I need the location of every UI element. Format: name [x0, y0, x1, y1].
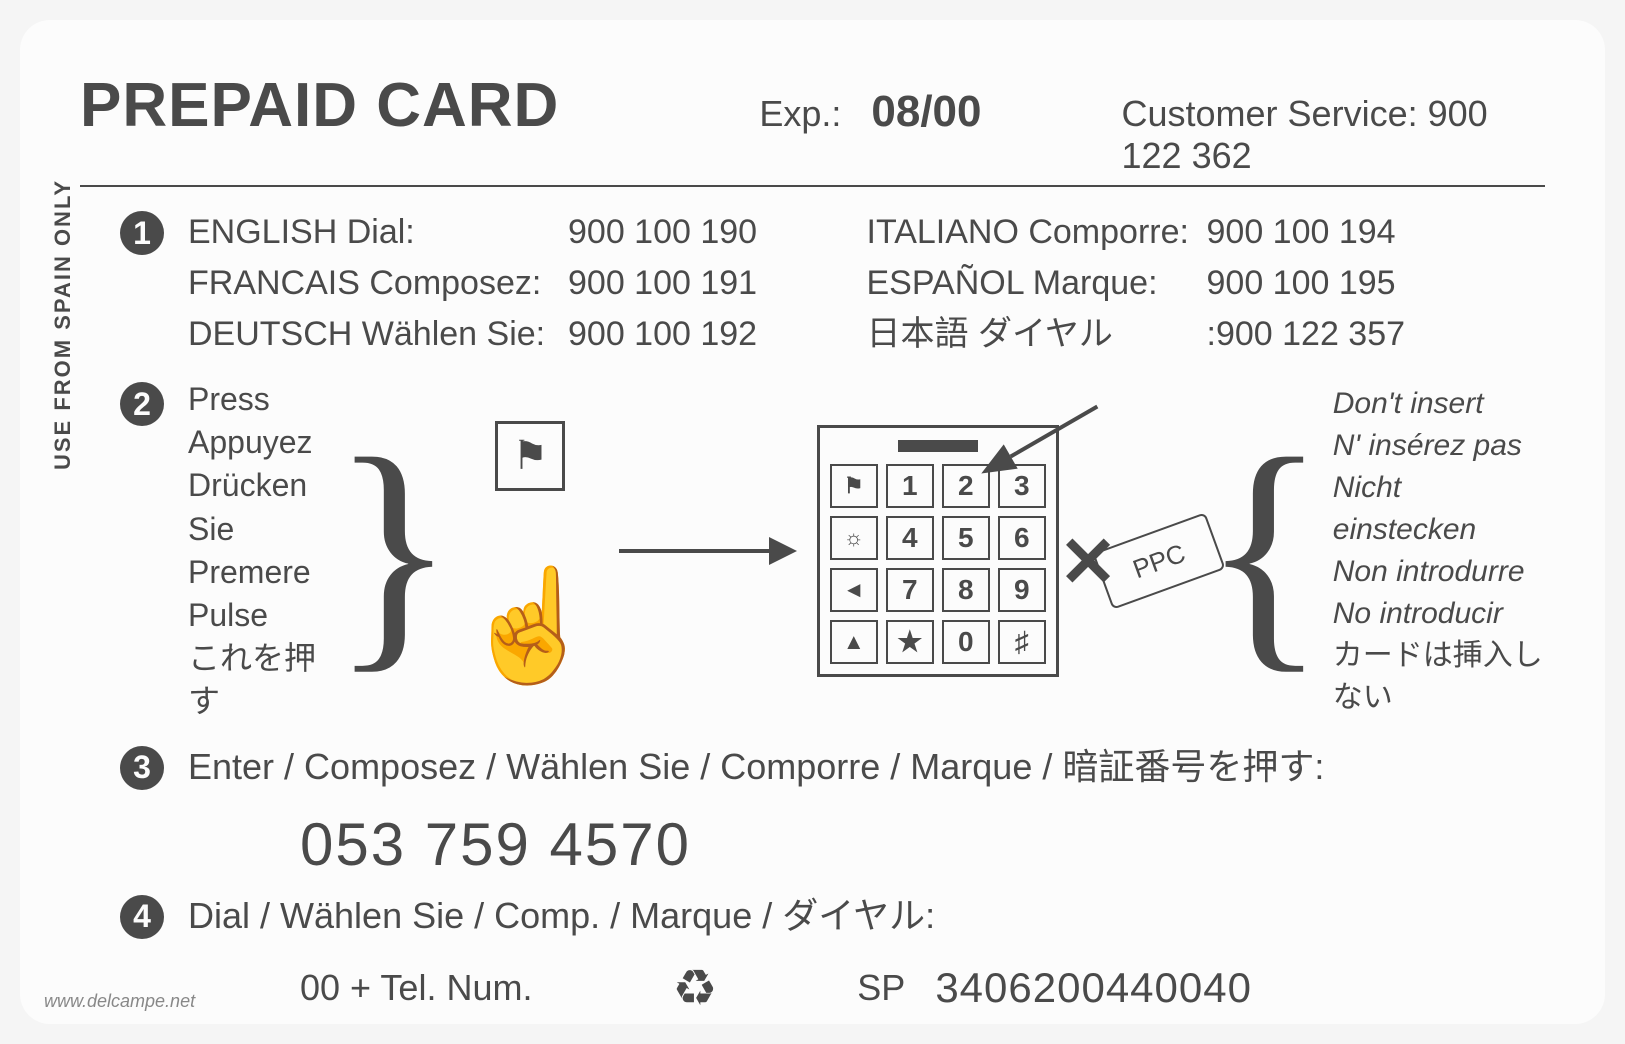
dont-label: カードは挿入しない — [1333, 635, 1545, 719]
dial-row: ITALIANO Comporre:900 100 194 — [867, 207, 1546, 258]
dial-number: :900 122 357 — [1207, 309, 1406, 360]
step-number-1: 1 — [120, 211, 164, 255]
step3-text: Enter / Composez / Wählen Sie / Comporre… — [188, 742, 1324, 792]
keypad-key: ◄ — [830, 568, 878, 612]
press-label: Premere — [188, 551, 325, 594]
step-number-4: 4 — [120, 895, 164, 939]
bottom-row: 00 + Tel. Num. ♻ SP 3406200440040 — [300, 959, 1545, 1017]
dial-label: 日本語 ダイヤル — [867, 309, 1207, 360]
serial-label: SP — [857, 967, 905, 1009]
dial-list-right: ITALIANO Comporre:900 100 194 ESPAÑOL Ma… — [867, 207, 1546, 360]
step4-text: Dial / Wählen Sie / Comp. / Marque / ダイヤ… — [188, 891, 935, 941]
dial-label: ESPAÑOL Marque: — [867, 258, 1207, 309]
keypad-diagram: ⚑ 1 2 3 ☼ 4 5 6 ◄ 7 8 9 ▲ ★ 0 — [817, 425, 1059, 677]
dial-row: ENGLISH Dial:900 100 190 — [188, 207, 867, 258]
dial-number: 900 100 191 — [568, 258, 757, 309]
side-restriction-text: USE FROM SPAIN ONLY — [50, 179, 76, 470]
card-title: PREPAID CARD — [80, 70, 559, 141]
keypad-key: ★ — [886, 620, 934, 664]
dont-label: Nicht einstecken — [1333, 467, 1545, 551]
press-labels: Press Appuyez Drücken Sie Premere Pulse … — [188, 378, 325, 724]
keypad-key: ☼ — [830, 516, 878, 560]
dont-label: No introducir — [1333, 593, 1545, 635]
finger-icon: ☝ — [462, 571, 599, 681]
dial-row: FRANCAIS Composez:900 100 191 — [188, 258, 867, 309]
serial-number: 3406200440040 — [935, 964, 1252, 1012]
keypad-screen — [898, 440, 978, 452]
dial-label: DEUTSCH Wählen Sie: — [188, 309, 568, 360]
keypad-key: 5 — [942, 516, 990, 560]
dial-number: 900 100 195 — [1207, 258, 1396, 309]
dial-label: ENGLISH Dial: — [188, 207, 568, 258]
ppc-diagram: ✕ PPC — [1039, 471, 1196, 631]
keypad-key: 0 — [942, 620, 990, 664]
tel-format: 00 + Tel. Num. — [300, 967, 532, 1009]
dial-list-left: ENGLISH Dial:900 100 190 FRANCAIS Compos… — [188, 207, 867, 360]
dial-number: 900 100 192 — [568, 309, 757, 360]
keypad-key: ⚑ — [830, 464, 878, 508]
dont-label: Don't insert — [1333, 383, 1545, 425]
dont-insert-labels: Don't insert N' insérez pas Nicht einste… — [1333, 383, 1545, 719]
dial-row: DEUTSCH Wählen Sie:900 100 192 — [188, 309, 867, 360]
step-3: 3 Enter / Composez / Wählen Sie / Compor… — [120, 742, 1545, 792]
dial-row: ESPAÑOL Marque:900 100 195 — [867, 258, 1546, 309]
card-header: PREPAID CARD Exp.: 08/00 Customer Servic… — [80, 70, 1545, 187]
dial-label: FRANCAIS Composez: — [188, 258, 568, 309]
brace-right-icon: { — [1202, 440, 1327, 661]
step-number-3: 3 — [120, 746, 164, 790]
dial-number: 900 100 194 — [1207, 207, 1396, 258]
dial-number: 900 100 190 — [568, 207, 757, 258]
keypad-key: 8 — [942, 568, 990, 612]
press-label: Appuyez — [188, 421, 325, 464]
step-number-2: 2 — [120, 382, 164, 426]
press-label: これを押す — [188, 637, 325, 723]
watermark: www.delcampe.net — [44, 991, 195, 1012]
press-label: Pulse — [188, 594, 325, 637]
prepaid-card: USE FROM SPAIN ONLY PREPAID CARD Exp.: 0… — [20, 20, 1605, 1024]
dont-label: Non introdurre — [1333, 551, 1545, 593]
dial-row: 日本語 ダイヤル:900 122 357 — [867, 309, 1546, 360]
keypad-key: 4 — [886, 516, 934, 560]
dial-label: ITALIANO Comporre: — [867, 207, 1207, 258]
press-label: Press — [188, 378, 325, 421]
expiry-label: Exp.: — [759, 93, 841, 135]
dont-label: N' insérez pas — [1333, 425, 1545, 467]
expiry-value: 08/00 — [871, 87, 981, 137]
keypad-key: ▲ — [830, 620, 878, 664]
brace-left-icon: } — [331, 440, 456, 661]
pin-number: 053 759 4570 — [300, 810, 1545, 879]
step-4: 4 Dial / Wählen Sie / Comp. / Marque / ダ… — [120, 891, 1545, 941]
press-label: Drücken Sie — [188, 464, 325, 550]
customer-service: Customer Service: 900 122 362 — [1122, 93, 1546, 177]
flag-button-icon: ⚑ — [495, 421, 565, 491]
keypad-key: 7 — [886, 568, 934, 612]
step-1: 1 ENGLISH Dial:900 100 190 FRANCAIS Comp… — [120, 207, 1545, 360]
arrow-right-icon — [619, 537, 797, 565]
step-2: 2 Press Appuyez Drücken Sie Premere Puls… — [120, 378, 1545, 724]
keypad-key: 1 — [886, 464, 934, 508]
recycle-icon: ♻ — [672, 959, 717, 1017]
